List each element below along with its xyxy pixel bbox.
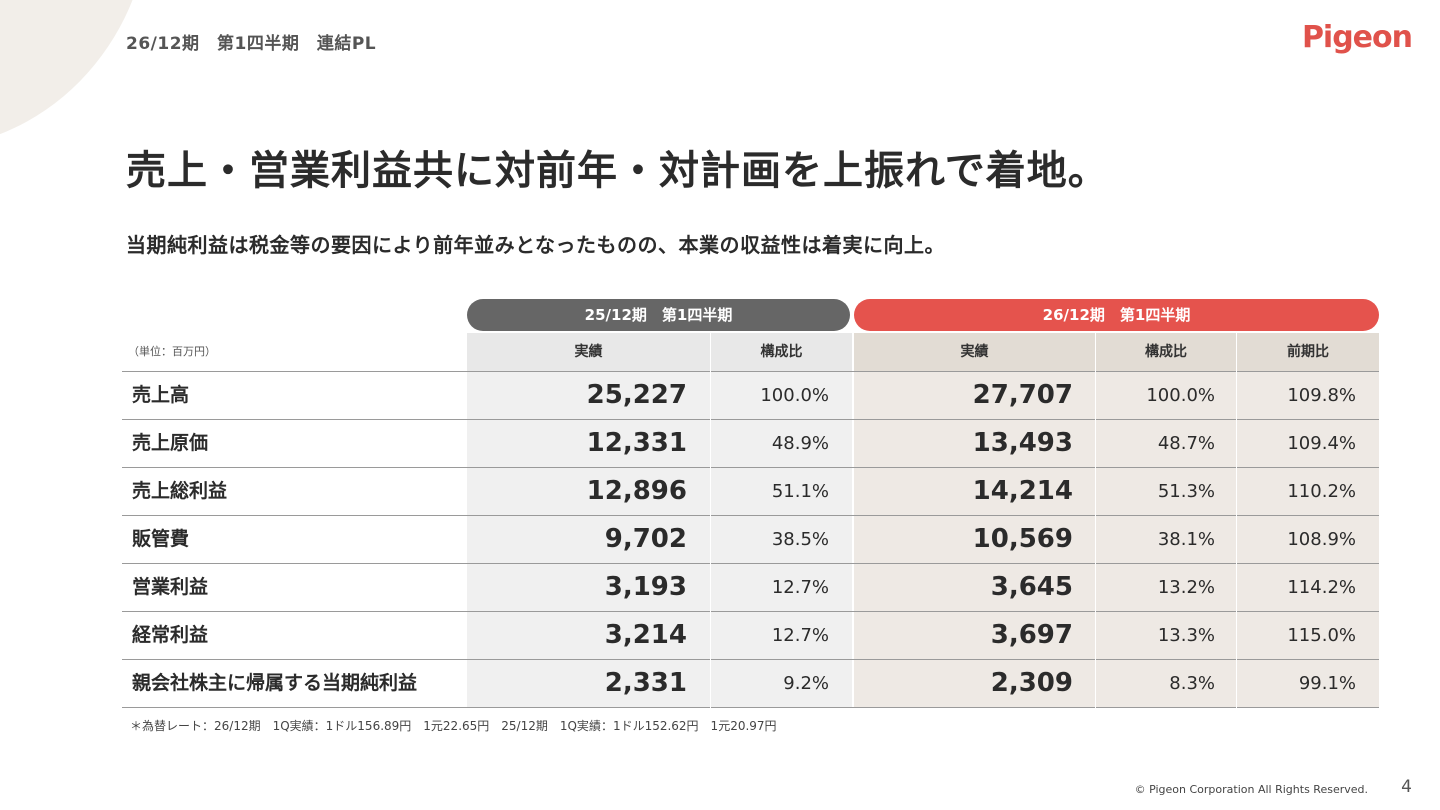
yoy-ratio: 109.4%: [1287, 433, 1356, 454]
curr-ratio: 8.3%: [1169, 673, 1215, 694]
curr-actual: 10,569: [972, 524, 1073, 554]
table-row: 経常利益 3,214 12.7% 3,697 13.3% 115.0%: [122, 611, 1379, 659]
curr-ratio: 13.2%: [1157, 577, 1215, 598]
table-row: 売上総利益 12,896 51.1% 14,214 51.3% 110.2%: [122, 467, 1379, 515]
row-label: 売上原価: [132, 432, 209, 454]
row-label: 営業利益: [132, 576, 209, 598]
pigeon-logo: Pigeon: [1301, 20, 1413, 55]
curr-ratio: 48.7%: [1157, 433, 1215, 454]
curr-ratio: 13.3%: [1157, 625, 1215, 646]
prev-ratio: 38.5%: [771, 529, 829, 550]
prev-ratio: 12.7%: [771, 625, 829, 646]
exchange-rate-footnote: ＊為替レート：26/12期 1Q実績：1ドル156.89円 1元22.65円 2…: [130, 719, 777, 733]
row-label: 親会社株主に帰属する当期純利益: [132, 672, 418, 694]
page-subtitle: 当期純利益は税金等の要因により前年並みとなったものの、本業の収益性は着実に向上。: [126, 233, 945, 257]
curr-ratio: 51.3%: [1157, 481, 1215, 502]
table-row: 営業利益 3,193 12.7% 3,645 13.2% 114.2%: [122, 563, 1379, 611]
table-row: 販管費 9,702 38.5% 10,569 38.1% 108.9%: [122, 515, 1379, 563]
col-header-yoy: 前期比: [1237, 333, 1379, 371]
row-label: 経常利益: [132, 624, 209, 646]
page-title: 売上・営業利益共に対前年・対計画を上振れで着地。: [126, 148, 1109, 194]
curr-actual: 27,707: [972, 380, 1073, 410]
prev-ratio: 51.1%: [771, 481, 829, 502]
prev-actual: 9,702: [604, 524, 687, 554]
col-header-ratio-prev: 構成比: [711, 333, 852, 371]
prev-actual: 12,331: [586, 428, 687, 458]
column-divider: [710, 333, 711, 738]
prev-actual: 2,331: [604, 668, 687, 698]
col-header-actual-prev: 実績: [467, 333, 710, 371]
column-divider: [1236, 333, 1237, 738]
row-label: 販管費: [132, 528, 190, 550]
curr-actual: 14,214: [972, 476, 1073, 506]
unit-label: （単位：百万円）: [128, 345, 216, 358]
prev-actual: 12,896: [586, 476, 687, 506]
table-body: 売上高 25,227 100.0% 27,707 100.0% 109.8% 売…: [122, 371, 1379, 708]
period-header-prev: 25/12期 第1四半期: [467, 299, 850, 331]
section-label: 26/12期 第1四半期 連結PL: [126, 34, 377, 54]
page-number: 4: [1401, 777, 1412, 797]
prev-ratio: 9.2%: [783, 673, 829, 694]
prev-ratio: 12.7%: [771, 577, 829, 598]
curr-actual: 3,697: [990, 620, 1073, 650]
yoy-ratio: 109.8%: [1287, 385, 1356, 406]
col-header-actual-curr: 実績: [854, 333, 1095, 371]
column-divider: [1095, 333, 1096, 738]
row-label: 売上総利益: [132, 480, 228, 502]
curr-actual: 3,645: [990, 572, 1073, 602]
yoy-ratio: 99.1%: [1298, 673, 1356, 694]
prev-actual: 25,227: [586, 380, 687, 410]
table-row: 売上高 25,227 100.0% 27,707 100.0% 109.8%: [122, 371, 1379, 419]
copyright-notice: © Pigeon Corporation All Rights Reserved…: [1134, 783, 1368, 796]
yoy-ratio: 114.2%: [1287, 577, 1356, 598]
curr-ratio: 100.0%: [1146, 385, 1215, 406]
curr-ratio: 38.1%: [1157, 529, 1215, 550]
period-header-curr: 26/12期 第1四半期: [854, 299, 1379, 331]
table-row: 親会社株主に帰属する当期純利益 2,331 9.2% 2,309 8.3% 99…: [122, 659, 1379, 708]
col-header-ratio-curr: 構成比: [1096, 333, 1236, 371]
prev-ratio: 48.9%: [771, 433, 829, 454]
curr-actual: 2,309: [990, 668, 1073, 698]
prev-actual: 3,214: [604, 620, 687, 650]
table-row: 売上原価 12,331 48.9% 13,493 48.7% 109.4%: [122, 419, 1379, 467]
prev-ratio: 100.0%: [760, 385, 829, 406]
curr-actual: 13,493: [972, 428, 1073, 458]
prev-actual: 3,193: [604, 572, 687, 602]
row-label: 売上高: [132, 384, 190, 406]
yoy-ratio: 110.2%: [1287, 481, 1356, 502]
yoy-ratio: 115.0%: [1287, 625, 1356, 646]
yoy-ratio: 108.9%: [1287, 529, 1356, 550]
